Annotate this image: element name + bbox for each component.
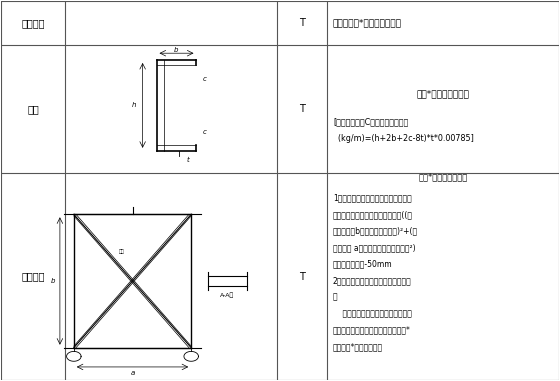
Text: 的算数平方根）-50mm: 的算数平方根）-50mm <box>333 260 393 269</box>
Text: 长度*该规格理论重量: 长度*该规格理论重量 <box>417 89 469 98</box>
Text: b: b <box>174 47 179 53</box>
Text: b: b <box>51 278 55 284</box>
Text: 图计算工程量：如图所示：斜长＝((垂: 图计算工程量：如图所示：斜长＝((垂 <box>333 210 413 219</box>
Text: c: c <box>203 75 207 82</box>
Text: a: a <box>130 370 134 376</box>
Text: 山墙面斜长*该规格理论重量: 山墙面斜长*该规格理论重量 <box>333 19 402 28</box>
Text: 斜长*该规格理论重量: 斜长*该规格理论重量 <box>418 173 468 182</box>
Text: 1、如果深化图还未出图，只能按施工: 1、如果深化图还未出图，只能按施工 <box>333 194 412 203</box>
Text: 算: 算 <box>333 293 338 302</box>
Text: (kg/m)=(h+2b+2c-8t)*t*0.00785]: (kg/m)=(h+2b+2c-8t)*t*0.00785] <box>333 134 474 143</box>
Text: 垂直支擐: 垂直支擐 <box>22 272 45 282</box>
Text: [注：如墙梁为C型钔时其理论重量: [注：如墙梁为C型钔时其理论重量 <box>333 118 408 126</box>
Text: 理论重量*梯段数量计算: 理论重量*梯段数量计算 <box>333 342 383 351</box>
Text: 墙梁: 墙梁 <box>27 104 39 114</box>
Text: T: T <box>300 18 305 28</box>
Text: 山墙角钔: 山墙角钔 <box>22 18 45 28</box>
Text: c: c <box>203 129 207 135</box>
Text: 该垂直支撑为阶梯形角钔支撑，连: 该垂直支撑为阶梯形角钔支撑，连 <box>333 309 412 318</box>
Text: 角钔: 角钔 <box>119 249 124 254</box>
Text: 钔柱间距 a－两端点节点板的距离）²): 钔柱间距 a－两端点节点板的距离）²) <box>333 243 416 252</box>
Text: t: t <box>186 157 189 163</box>
Text: 2、如果深化已出图，长度按深化图计: 2、如果深化已出图，长度按深化图计 <box>333 276 412 285</box>
Text: T: T <box>300 272 305 282</box>
Text: A-A剪: A-A剪 <box>220 293 235 298</box>
Text: 接两根角钔的角钔按两角钔之间距离*: 接两根角钔的角钔按两角钔之间距离* <box>333 326 411 335</box>
Text: h: h <box>132 102 137 109</box>
Text: 直支撑高度b－两端节点板距离)²+(两: 直支撑高度b－两端节点板距离)²+(两 <box>333 227 418 236</box>
Text: T: T <box>300 104 305 114</box>
